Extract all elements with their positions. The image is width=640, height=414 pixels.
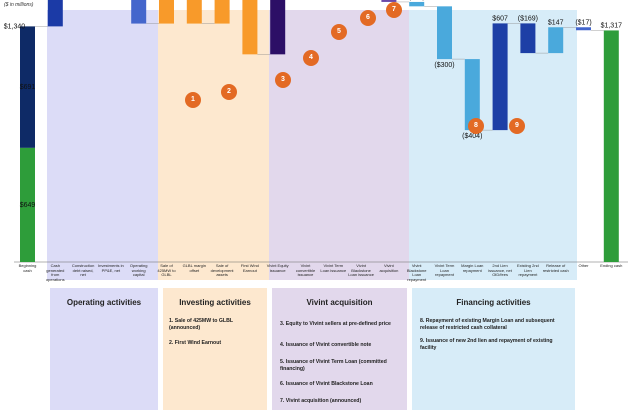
bar-6 [186, 0, 202, 24]
bar-13 [381, 0, 397, 2]
category-label-14: Vivint Blackstone Loan repayment [406, 263, 427, 282]
bar-8 [242, 0, 258, 55]
category-label-19: Release of restricted cash [542, 263, 569, 273]
operating-box: Operating activities [50, 288, 158, 410]
category-label-1: Cash generated from operations [45, 263, 65, 282]
category-label-12: Vivint Blackstone Loan issuance [348, 263, 374, 278]
investing-note-1: 1. Sale of 425MW to GLBL (announced) [169, 318, 233, 331]
vivint-note-3: 3. Equity to Vivint sellers at pre-defin… [280, 321, 391, 327]
step-badge-1: 1 [185, 92, 201, 108]
financing-box: Financing activities 8. Repayment of exi… [412, 288, 575, 410]
financing-note-9: 9. Issuance of new 2nd lien and repaymen… [420, 338, 553, 351]
value-label-18: ($169) [518, 15, 538, 22]
value-label-20: ($17) [575, 19, 591, 26]
bar-15 [437, 6, 452, 60]
value-label-16: ($404) [462, 133, 482, 140]
vivint-panel [269, 10, 409, 280]
bar-14 [409, 1, 425, 7]
financing-title: Financing activities [456, 298, 531, 307]
category-label-17: 2nd Lien issuance, net OID/fees [488, 263, 512, 278]
category-label-11: Vivint Term Loan issuance [320, 263, 347, 273]
seg-label-beginning-bottom: $649 [20, 202, 36, 209]
units-label: ($ in millions) [4, 2, 34, 8]
vivint-box: Vivint acquisition 3. Equity to Vivint s… [272, 288, 407, 410]
operating-title: Operating activities [66, 298, 142, 307]
category-label-5: Sale of 425MW to GLBL [157, 263, 176, 278]
operating-panel [47, 10, 158, 280]
bar-5 [159, 0, 174, 24]
category-label-3: Investments in PP&E, net [97, 263, 124, 273]
step-badge-9: 9 [509, 118, 525, 134]
step-badge-7: 7 [386, 2, 402, 18]
category-label-15: Vivint Term Loan repayment [434, 263, 455, 278]
step-badge-3: 3 [275, 72, 291, 88]
category-label-4: Operating working capital [129, 263, 148, 278]
bar-1 [47, 0, 63, 27]
value-label-14: ($25) [409, 0, 425, 1]
bar-16 [464, 59, 480, 131]
value-label-15: ($300) [434, 62, 454, 69]
vivint-title: Vivint acquisition [306, 298, 373, 307]
investing-title: Investing activities [179, 298, 251, 307]
vivint-note-6: 6. Issuance of Vivint Blackstone Loan [280, 381, 373, 387]
value-label-19: $147 [548, 19, 564, 26]
bar-19 [548, 27, 564, 54]
bar-beginning-top [20, 26, 35, 148]
category-label-8: First Wind Earnout [240, 263, 259, 273]
step-badge-2: 2 [221, 84, 237, 100]
investing-panel [158, 10, 269, 280]
value-label-21: $1,317 [601, 22, 623, 29]
category-label-13: Vivint acquisition [379, 263, 399, 273]
value-label-17: $607 [492, 15, 508, 22]
step-badge-4: 4 [303, 50, 319, 66]
bar-beginning-bottom [20, 147, 35, 262]
vivint-note-7: 7. Vivint acquisition (announced) [280, 398, 362, 404]
category-label-21: Ending cash [600, 263, 623, 268]
category-label-16: Margin Loan repayment [461, 263, 484, 273]
bar-4 [131, 0, 147, 24]
category-label-2: Construction debt raised, net [71, 263, 95, 278]
bar-7 [214, 0, 230, 24]
category-label-9: Vivint Equity issuance [266, 263, 289, 273]
seg-label-beginning-top: $691 [20, 84, 36, 91]
step-badge-8: 8 [468, 118, 484, 134]
bar-17 [492, 23, 508, 131]
investing-box: Investing activities 1. Sale of 425MW to… [163, 288, 267, 410]
vivint-note-5: 5. Issuance of Vivint Term Loan (committ… [280, 359, 387, 372]
value-label-0: $1,340 [4, 23, 26, 30]
bar-9 [270, 0, 286, 55]
category-label-6: GLBL margin offset [182, 263, 206, 273]
category-label-18: Existing 2nd Lien repayment [516, 263, 539, 278]
vivint-note-4: 4. Issuance of Vivint convertible note [280, 342, 372, 348]
financing-note-8: 8. Repayment of existing Margin Loan and… [420, 318, 555, 331]
category-label-20: Other [578, 263, 589, 268]
category-label-7: Sale of development assets [210, 263, 234, 278]
investing-note-2: 2. First Wind Earnout [169, 340, 222, 346]
bar-20 [576, 27, 591, 31]
bar-18 [520, 23, 536, 54]
step-badge-5: 5 [331, 24, 347, 40]
step-badge-6: 6 [360, 10, 376, 26]
bar-ending [603, 30, 619, 262]
category-label-0: Beginning cash [18, 263, 37, 273]
category-label-10: Vivint convertible issuance [295, 263, 316, 278]
